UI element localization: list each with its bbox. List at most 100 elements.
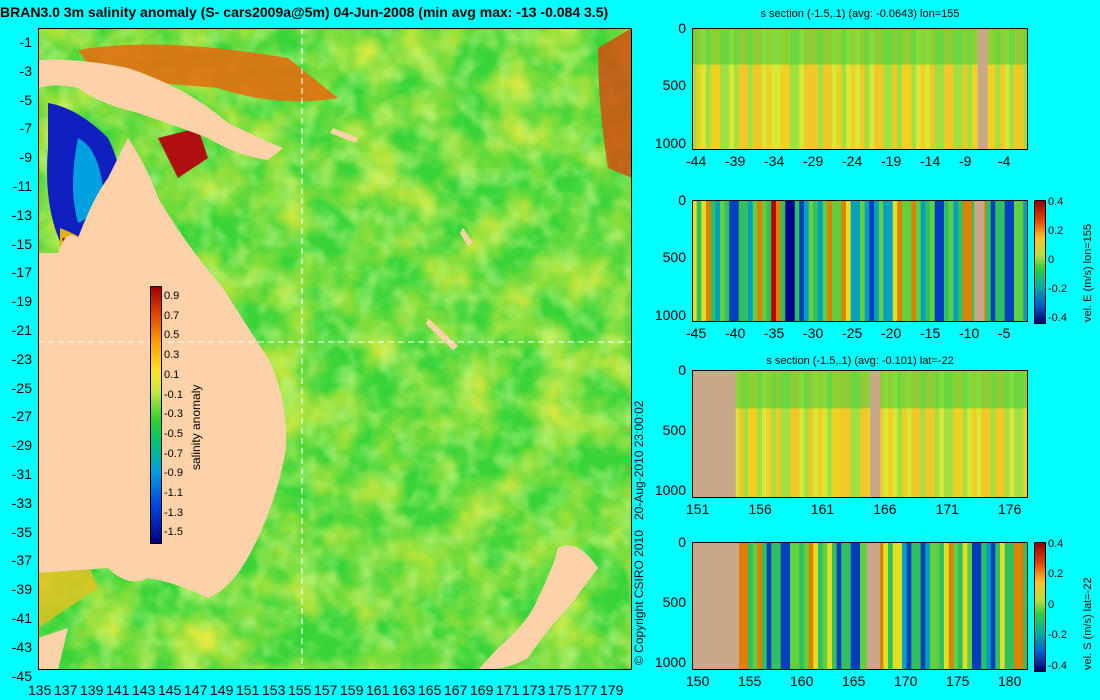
velocity-colorbar-tick: -0.2 [1048, 629, 1067, 642]
section-x-tick-label: -40 [725, 325, 746, 341]
section-plot [692, 542, 1028, 670]
depth-tick-label: 500 [662, 594, 686, 611]
colorbar-tick-label: 0.5 [164, 329, 180, 342]
lat-tick-label: -39 [11, 581, 32, 598]
lat-tick-label: -43 [11, 638, 32, 655]
section-x-tick-label: -19 [881, 153, 902, 169]
section-x-tick-label: 170 [894, 673, 918, 689]
depth-tick-label: 1000 [654, 134, 686, 151]
colorbar-tick-label: 0.7 [164, 309, 180, 322]
depth-tick-label: 1000 [654, 482, 686, 499]
lat-tick-label: -27 [11, 408, 32, 425]
colorbar-tick-label: -0.5 [164, 427, 183, 440]
lat-tick-label: -35 [11, 523, 32, 540]
section-x-tick-label: -39 [725, 153, 746, 169]
section-x-tick-label: -15 [920, 325, 941, 341]
colorbar-tick-label: -1.1 [164, 487, 183, 499]
section-title: s section (-1.5,.1) (avg: -0.0643) lon=1… [760, 8, 960, 20]
section-x-tick-label: 150 [686, 673, 710, 689]
lon-tick-label: 147 [184, 682, 208, 698]
copyright-stamp: © Copyright CSIRO 2010 [632, 530, 646, 665]
section-x-tick-label: -20 [881, 325, 902, 341]
velocity-colorbar-tick: 0 [1048, 598, 1055, 611]
section-x-tick-label: -44 [686, 153, 707, 169]
lat-tick-label: -29 [11, 437, 32, 454]
lon-tick-label: 179 [600, 682, 624, 698]
section-x-tick-label: -30 [803, 325, 824, 341]
velocity-colorbar-tick: 0.4 [1048, 538, 1064, 550]
lon-tick-label: 175 [548, 682, 572, 698]
lat-tick-label: -17 [11, 264, 32, 281]
section-x-tick-label: 180 [998, 673, 1022, 689]
velocity-colorbar-tick: -0.2 [1048, 283, 1067, 296]
lon-tick-label: 153 [262, 682, 286, 698]
lon-tick-label: 161 [366, 682, 390, 698]
velocity-colorbar-label: vel. S (m/s) lat=-22 [1082, 577, 1094, 670]
lat-tick-label: -19 [11, 293, 32, 310]
colorbar-tick-label: -0.7 [164, 447, 183, 460]
lon-tick-label: 165 [418, 682, 442, 698]
colorbar-tick-label: -0.9 [164, 467, 183, 480]
colorbar-tick-label: -1.3 [164, 506, 183, 519]
section-plot [692, 370, 1028, 498]
lon-tick-label: 135 [28, 682, 52, 698]
lon-tick-label: 143 [132, 682, 156, 698]
lat-tick-label: -33 [11, 494, 32, 511]
lon-tick-label: 169 [470, 682, 494, 698]
depth-tick-label: 500 [662, 422, 686, 439]
lon-tick-label: 139 [80, 682, 104, 698]
section-x-tick-label: -34 [764, 153, 785, 169]
section-x-tick-label: -29 [803, 153, 824, 169]
lat-tick-label: -25 [11, 379, 32, 396]
lon-tick-label: 159 [340, 682, 364, 698]
map-title: BRAN3.0 3m salinity anomaly (S- cars2009… [0, 4, 609, 20]
colorbar-tick-label: 0.9 [164, 290, 180, 302]
lon-tick-label: 145 [158, 682, 182, 698]
lon-tick-label: 171 [496, 682, 520, 698]
colorbar-tick-label: 0.1 [164, 368, 180, 381]
section-x-tick-label: 165 [842, 673, 866, 689]
section-x-tick-label: -4 [998, 153, 1011, 169]
depth-tick-label: 0 [678, 534, 686, 550]
lat-tick-label: -31 [11, 466, 32, 482]
lat-tick-label: -37 [11, 552, 32, 569]
section-plot [692, 200, 1028, 322]
depth-tick-label: 0 [678, 20, 686, 36]
depth-tick-label: 0 [678, 192, 686, 208]
section-x-tick-label: -35 [764, 325, 785, 341]
lat-tick-label: -23 [11, 350, 32, 367]
depth-tick-label: 500 [662, 249, 686, 266]
lon-tick-label: 157 [314, 682, 338, 698]
map-colorbar [150, 286, 162, 544]
velocity-colorbar [1034, 200, 1046, 324]
lon-tick-label: 167 [444, 682, 468, 698]
section-x-tick-label: 161 [810, 501, 835, 517]
timestamp-stamp: 20-Aug-2010 23:00:02 [632, 400, 646, 520]
section-x-tick-label: -10 [959, 325, 980, 341]
colorbar-tick-label: 0.3 [164, 349, 180, 362]
section-x-tick-label: 160 [790, 673, 814, 689]
lat-tick-label: -15 [11, 235, 32, 252]
lon-tick-label: 173 [522, 682, 546, 698]
section-x-tick-label: 166 [873, 501, 897, 517]
velocity-colorbar-tick: 0.2 [1048, 225, 1064, 238]
lat-tick-label: -5 [19, 91, 32, 108]
section-x-tick-label: -25 [842, 325, 863, 341]
lat-tick-label: -7 [19, 120, 32, 137]
lat-tick-label: -41 [11, 610, 32, 626]
section-title: s section (-1.5,.1) (avg: -0.101) lat=-2… [766, 355, 954, 367]
lon-tick-label: 177 [574, 682, 598, 698]
section-x-tick-label: 151 [686, 501, 710, 517]
lat-tick-label: -21 [11, 322, 32, 338]
depth-tick-label: 500 [662, 77, 686, 94]
section-plot [692, 28, 1028, 150]
section-x-tick-label: 176 [998, 501, 1022, 517]
lon-tick-label: 163 [392, 682, 416, 698]
velocity-colorbar-tick: -0.4 [1048, 659, 1067, 672]
velocity-colorbar-tick: 0.2 [1048, 568, 1064, 581]
colorbar-tick-label: -1.5 [164, 526, 183, 539]
lat-tick-label: -45 [11, 667, 32, 684]
velocity-colorbar-tick: 0 [1048, 254, 1055, 267]
section-x-tick-label: -45 [686, 325, 707, 341]
section-x-tick-label: 175 [946, 673, 970, 689]
